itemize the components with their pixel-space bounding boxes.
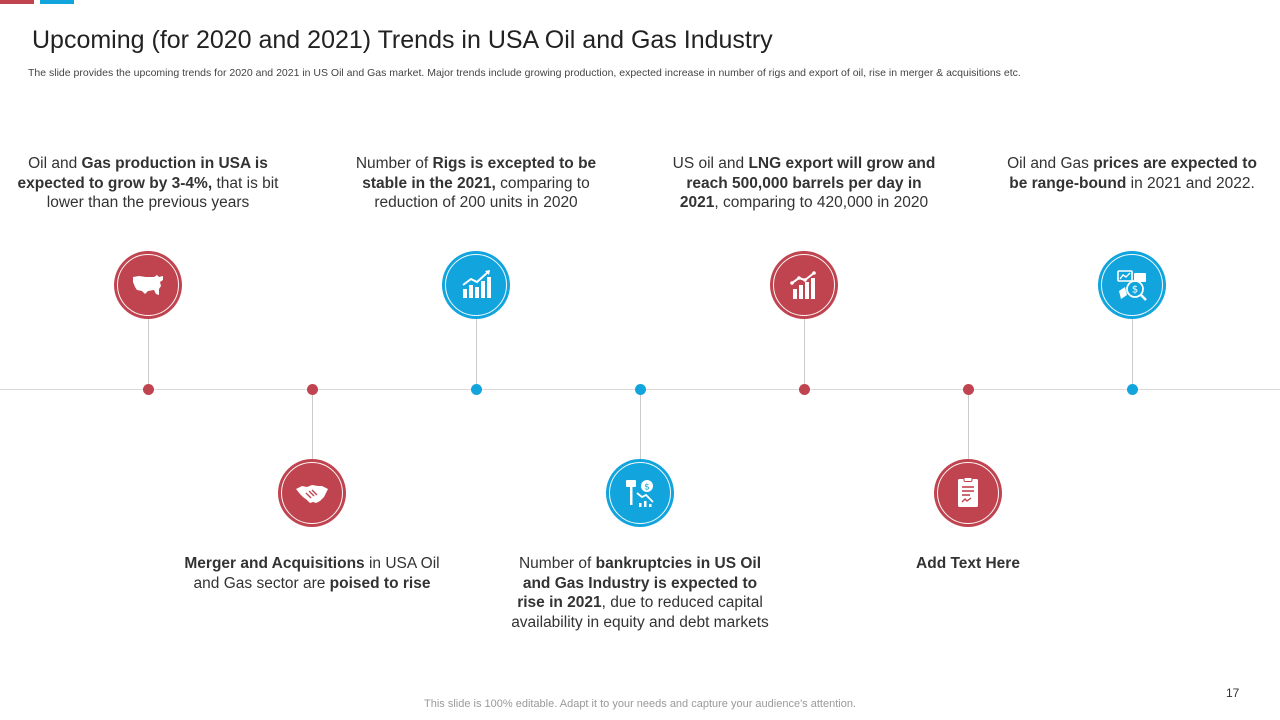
accent-bar-blue — [40, 0, 74, 4]
trend-7-run-1-2: prices are expected to — [1093, 155, 1257, 172]
connector-4 — [640, 395, 641, 461]
trend-5-run-2-1: reach 500,000 barrels per day in — [686, 174, 922, 192]
trend-7-icon-circle: $ — [1098, 251, 1166, 319]
document-icon — [958, 477, 978, 507]
trend-4-run-2-1: and Gas Industry is expected to — [522, 574, 758, 592]
trend-3-run-3-1: reduction of 200 units in 2020 — [374, 194, 578, 211]
trend-3-icon-circle — [442, 251, 510, 319]
trend-5-run-3-2: , comparing to 420,000 in 2020 — [714, 194, 929, 211]
trend-7-run-2-2: in 2021 and 2022. — [1126, 174, 1255, 192]
slide-footer: This slide is 100% editable. Adapt it to… — [424, 698, 856, 710]
trend-4-run-1-1: Number of — [518, 555, 596, 572]
timeline-dot-4 — [635, 384, 646, 395]
connector-7 — [1132, 318, 1133, 384]
page-number: 17 — [1226, 686, 1240, 700]
trend-1-run-2-2: that is bit — [212, 174, 279, 192]
handshake-icon — [296, 485, 328, 503]
trend-1-run-3-1: lower than the previous years — [46, 194, 250, 211]
growth-chart-icon — [462, 270, 491, 298]
svg-text:$: $ — [1132, 285, 1138, 296]
trend-7-run-2-1: be range-bound — [1009, 174, 1127, 192]
trend-4-run-3-2: , due to reduced capital — [601, 594, 763, 611]
trend-4-text: Number of bankruptcies in US Oil and Gas … — [500, 554, 780, 632]
timeline-dot-7 — [1127, 384, 1138, 395]
trend-5-icon-circle — [770, 251, 838, 319]
timeline-dot-2 — [307, 384, 318, 395]
trend-2-text: Merger and Acquisitions in USA Oil and Ga… — [172, 554, 452, 593]
trend-3-text: Number of Rigs is excepted to be stable i… — [336, 154, 616, 213]
timeline-dot-6 — [963, 384, 974, 395]
trend-2-icon-circle — [278, 459, 346, 527]
trend-5-run-3-1: 2021 — [679, 194, 715, 211]
trend-1-run-1-1: Oil and — [28, 155, 82, 172]
bankruptcy-icon: $ — [626, 480, 654, 507]
trend-6-icon-circle — [934, 459, 1002, 527]
trend-7-text: Oil and Gas prices are expected to be ran… — [992, 154, 1272, 193]
trend-6-text: Add Text Here — [828, 554, 1108, 574]
timeline-dot-1 — [143, 384, 154, 395]
price-analysis-icon: $ — [1117, 270, 1147, 301]
timeline-dot-5 — [799, 384, 810, 395]
bar-chart-icon — [790, 271, 816, 299]
trend-7-run-1-1: Oil and Gas — [1007, 155, 1094, 172]
trend-2-run-2-2: poised to rise — [329, 574, 431, 592]
connector-5 — [804, 318, 805, 384]
trend-4-run-1-2: bankruptcies in US Oil — [595, 555, 762, 572]
trend-5-text: US oil and LNG export will grow and reach… — [664, 154, 944, 213]
connector-3 — [476, 318, 477, 384]
svg-text:$: $ — [644, 483, 650, 493]
trend-3-run-2-1: stable in the 2021, — [362, 174, 496, 192]
connector-2 — [312, 395, 313, 461]
trend-1-run-1-2: Gas production in USA is — [81, 155, 268, 172]
trend-5-run-1-2: LNG export will grow and — [748, 155, 936, 172]
trend-2-run-1-1: Merger and Acquisitions — [184, 555, 365, 572]
trend-1-run-2-1: expected to grow by 3-4%, — [17, 174, 213, 192]
trend-3-run-2-2: comparing to — [495, 174, 590, 192]
trend-2-run-2-1: and Gas sector are — [193, 574, 330, 592]
accent-bar-red — [0, 0, 34, 4]
usa-map-icon — [133, 275, 163, 295]
connector-1 — [148, 318, 149, 384]
trend-3-run-1-2: Rigs is excepted to be — [432, 155, 597, 172]
slide-title: Upcoming (for 2020 and 2021) Trends in U… — [32, 26, 773, 54]
trend-1-text: Oil and Gas production in USA is expected… — [8, 154, 288, 213]
trend-6-run-1-1: Add Text Here — [916, 555, 1020, 572]
connector-6 — [968, 395, 969, 461]
trend-4-run-3-1: rise in 2021 — [517, 594, 602, 611]
timeline-dot-3 — [471, 384, 482, 395]
trend-3-run-1-1: Number of — [355, 155, 433, 172]
trend-5-run-1-1: US oil and — [672, 155, 749, 172]
trend-4-run-4-1: availability in equity and debt markets — [511, 613, 769, 631]
slide-subtitle: The slide provides the upcoming trends f… — [28, 67, 1021, 79]
trend-2-run-1-2: in USA Oil — [364, 555, 440, 572]
trend-4-icon-circle: $ — [606, 459, 674, 527]
trend-1-icon-circle — [114, 251, 182, 319]
